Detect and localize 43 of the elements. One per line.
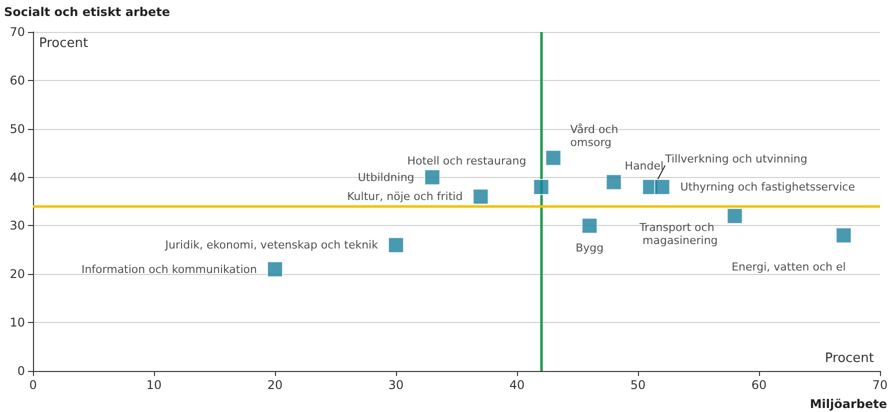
y-tick-label: 0 <box>17 364 25 378</box>
x-tick-label: 50 <box>630 378 646 392</box>
annotation: Handel <box>624 160 664 173</box>
annotation: Transport och magasinering <box>638 221 718 248</box>
point <box>388 237 404 254</box>
annotation: Tillverkning och utvinning <box>664 152 808 166</box>
annotation: Kultur, nöje och fritid <box>347 190 463 204</box>
annotation: Juridik, ekonomi, vetenskap och teknik <box>164 238 379 252</box>
point <box>533 178 550 195</box>
x-tick-label: 70 <box>872 378 888 392</box>
point <box>545 150 562 166</box>
annotation: Utbildning <box>358 170 414 184</box>
annotation: Procent <box>39 36 88 51</box>
annotation: Bygg <box>576 242 604 255</box>
point <box>836 227 852 244</box>
x-tick-label: 60 <box>751 378 767 392</box>
point <box>582 218 598 234</box>
point <box>472 188 489 205</box>
annotation: Hotell och restaurang <box>407 154 526 168</box>
point <box>726 208 743 224</box>
x-tick-label: 10 <box>146 378 162 392</box>
y-tick-label: 60 <box>10 73 25 88</box>
point <box>654 178 670 195</box>
y-tick-label: 50 <box>10 122 25 136</box>
y-axis-title: Socialt och etiskt arbete <box>4 5 170 19</box>
y-tick-label: 20 <box>10 267 25 282</box>
point <box>267 261 283 278</box>
y-tick-label: 30 <box>10 218 25 233</box>
point <box>606 174 622 190</box>
y-tick-label: 40 <box>10 170 25 184</box>
annotation: Vård och omsorg <box>570 122 622 149</box>
x-axis-title: Miljöarbete <box>810 397 888 411</box>
annotation: Energi, vatten och el <box>732 260 846 274</box>
x-tick-label: 40 <box>509 378 525 392</box>
x-tick-label: 20 <box>267 378 283 392</box>
point <box>424 169 440 186</box>
y-tick-label: 10 <box>10 316 25 330</box>
x-tick-label: 0 <box>29 378 37 392</box>
annotation: Procent <box>824 351 874 366</box>
y-tick-label: 70 <box>10 25 25 39</box>
x-tick-label: 30 <box>388 378 404 392</box>
annotation: Information och kommunikation <box>81 262 258 276</box>
annotation: Uthyrning och fastighetsservice <box>680 180 856 194</box>
